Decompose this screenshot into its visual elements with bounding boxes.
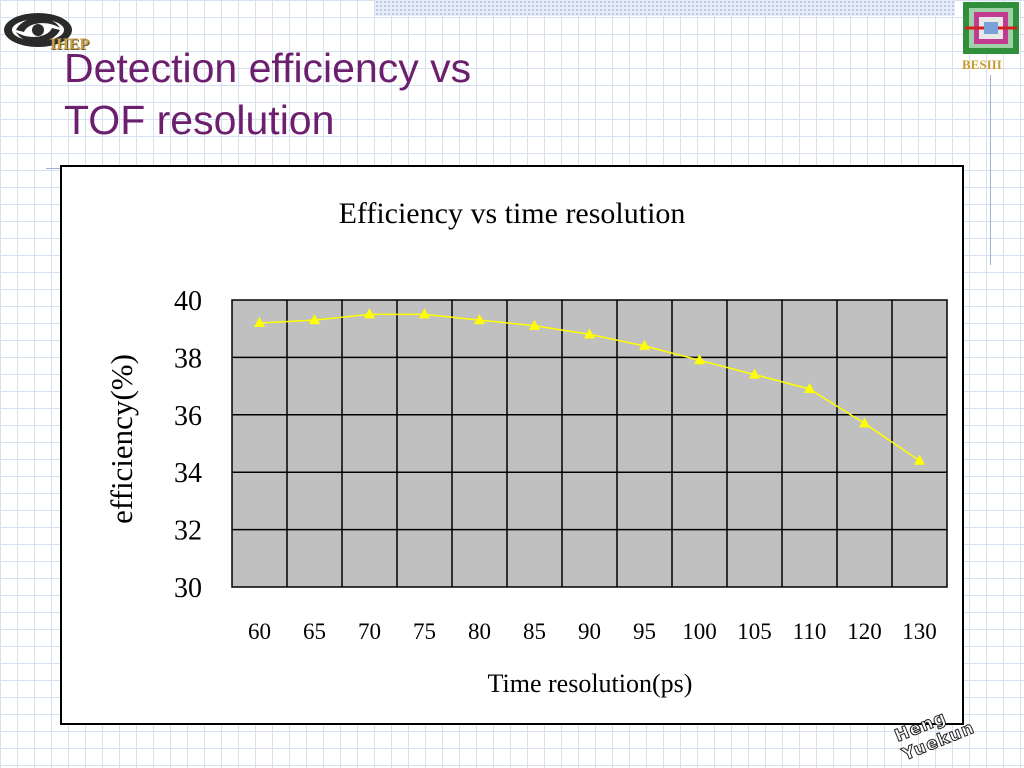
y-tick-label: 38 [174,343,202,374]
data-point-marker [859,417,870,428]
data-point-marker [749,368,760,379]
data-point-marker [419,308,430,319]
y-tick-label: 32 [174,516,202,547]
ihep-logo-text: IHEP [50,36,90,53]
x-tick-label: 65 [303,619,326,644]
data-point-marker [529,319,540,330]
x-axis-ticks: 60 65 70 75 80 85 90 95 100 105 110 120 130 [248,619,937,644]
chart: Efficiency vs time resolution 30 32 34 36 38… [104,197,948,698]
y-tick-label: 34 [174,458,202,489]
decoration-line-right [990,75,991,265]
data-point-marker [254,316,265,327]
data-markers [254,308,925,465]
x-tick-label: 60 [248,619,271,644]
x-tick-label: 70 [358,619,381,644]
slide-title-line-2: TOF resolution [64,97,335,143]
x-tick-label: 130 [902,619,937,644]
besiii-logo-text: BESIII [962,57,1002,72]
plot-area [231,299,948,588]
x-tick-label: 120 [847,619,882,644]
besiii-logo-icon [963,2,1019,54]
data-point-marker [364,308,375,319]
y-tick-label: 36 [174,401,202,432]
ihep-logo-icon [4,13,72,47]
header-decoration-band [375,0,955,16]
x-tick-label: 80 [468,619,491,644]
data-point-marker [914,454,925,465]
x-tick-label: 105 [737,619,772,644]
x-tick-label: 90 [578,619,601,644]
data-point-marker [474,314,485,325]
x-tick-label: 95 [633,619,656,644]
x-tick-label: 85 [523,619,546,644]
slide-title: Detection efficiency vs TOF resolution [64,42,471,146]
chart-title: Efficiency vs time resolution [339,197,686,230]
gridlines [232,300,947,587]
x-axis-label: Time resolution(ps) [488,669,693,698]
x-tick-label: 75 [413,619,436,644]
data-point-marker [694,354,705,365]
y-axis-ticks: 30 32 34 36 38 40 [174,286,202,604]
x-tick-label: 100 [682,619,717,644]
x-tick-label: 110 [793,619,827,644]
y-tick-label: 40 [174,286,202,317]
data-point-marker [309,314,320,325]
decoration-line-left [46,168,64,169]
chart-frame: Efficiency vs time resolution 30 32 34 36 38… [60,165,964,725]
y-axis-label: efficiency(%) [104,354,139,524]
data-point-marker [639,339,650,350]
data-point-marker [804,382,815,393]
data-point-marker [584,328,595,339]
y-tick-label: 30 [174,573,202,604]
slide-title-line-1: Detection efficiency vs [64,45,472,91]
